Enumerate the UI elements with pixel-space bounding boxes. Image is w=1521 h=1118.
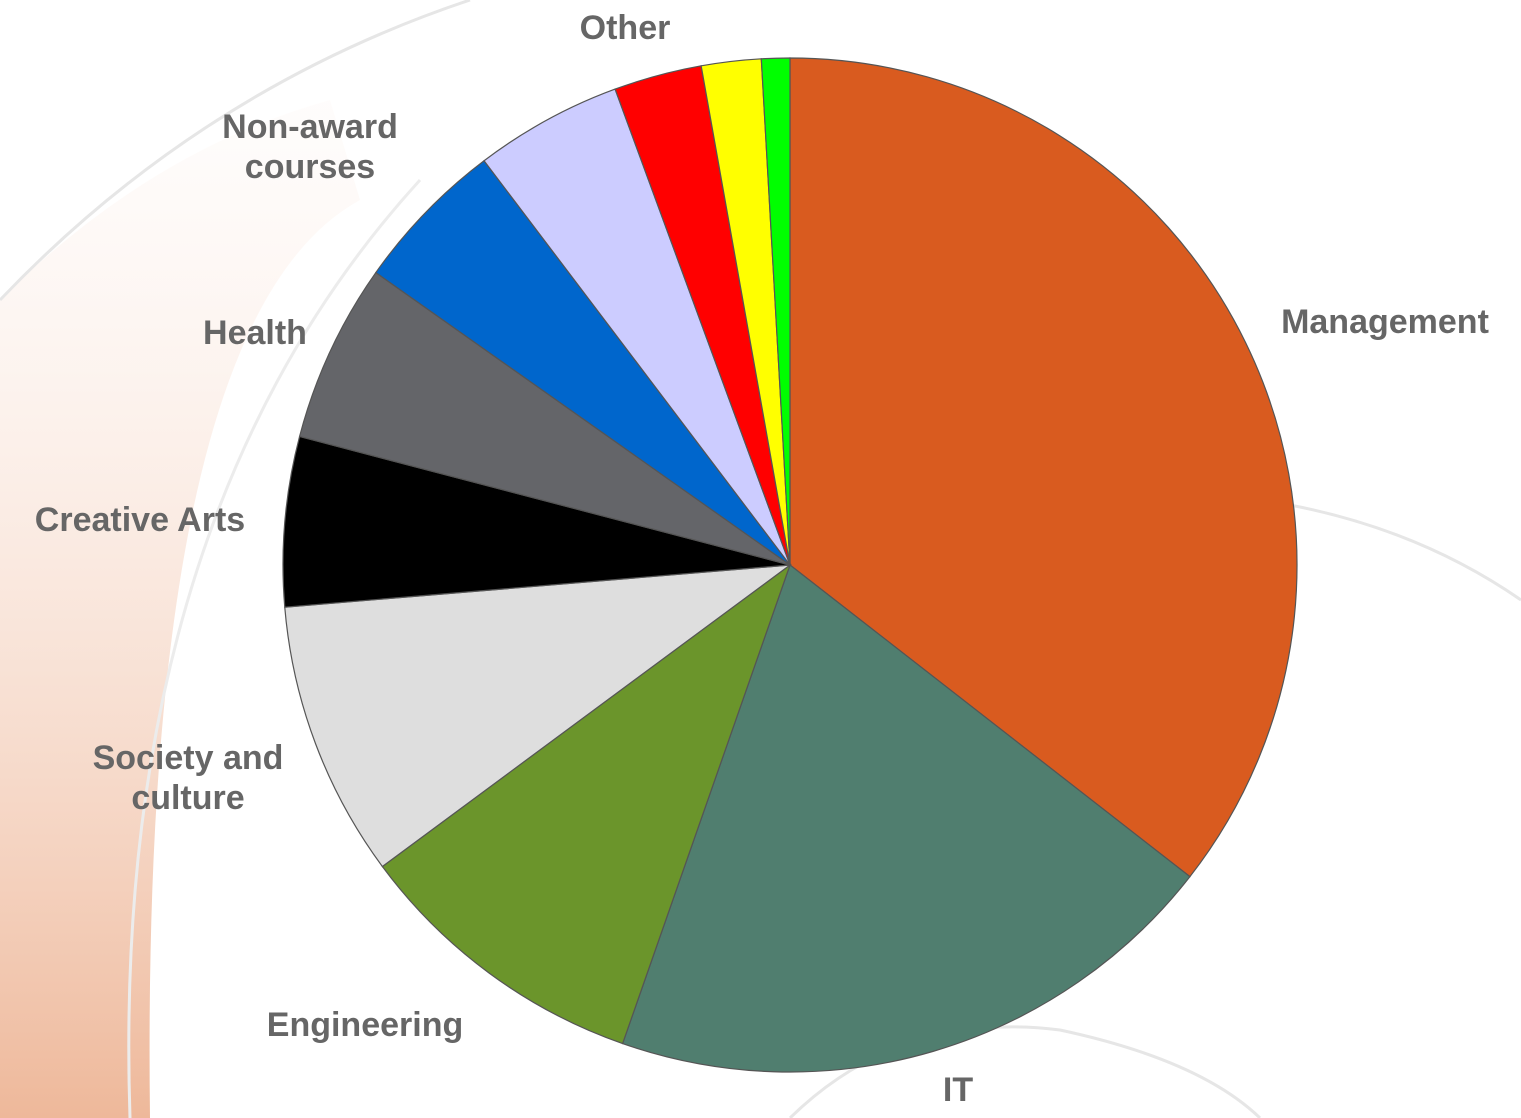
slice-label: Creative Arts <box>34 501 246 539</box>
slice <box>621 564 1191 1073</box>
slice <box>284 564 793 868</box>
slice <box>282 435 791 608</box>
slice-label: Engineering <box>266 1006 464 1044</box>
slice-label: Other <box>579 9 671 47</box>
slice <box>789 57 1298 878</box>
slice-label: Non-award courses <box>222 108 398 186</box>
pie <box>282 57 1298 1073</box>
slice <box>760 57 791 566</box>
slice <box>381 563 792 1045</box>
slice <box>374 159 791 566</box>
slice-label: IT <box>942 1071 974 1109</box>
slice-label: Health <box>203 314 307 352</box>
slice-label: Management <box>1281 303 1489 341</box>
slice <box>298 271 791 566</box>
slice-label: Society and culture <box>92 739 284 817</box>
